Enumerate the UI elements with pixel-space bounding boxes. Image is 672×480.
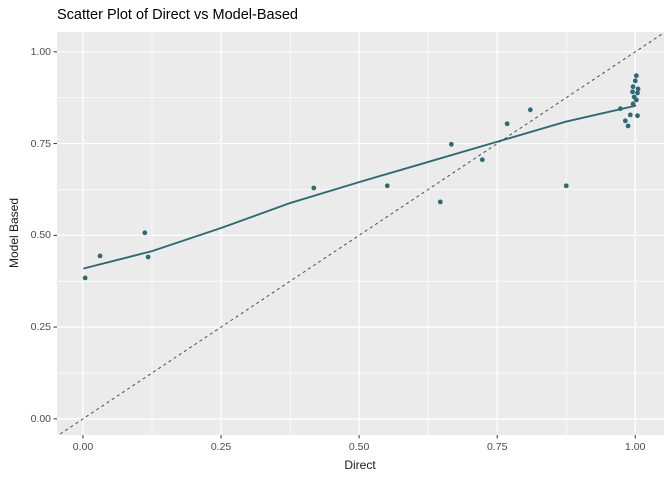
- data-point: [633, 73, 639, 79]
- x-axis-title: Direct: [344, 458, 376, 472]
- data-point: [635, 113, 640, 119]
- data-point: [630, 84, 636, 90]
- data-point: [635, 90, 640, 96]
- x-tick-label: 0.25: [210, 441, 232, 453]
- y-tick-label: 0.75: [30, 137, 51, 150]
- y-tick-label: 0.50: [30, 229, 51, 242]
- x-tick-label: 1.00: [625, 441, 646, 453]
- data-point: [479, 157, 485, 163]
- x-tick-label: 0.00: [72, 441, 94, 453]
- data-point: [632, 78, 638, 84]
- data-point: [97, 253, 103, 259]
- y-tick-label: 0.25: [30, 321, 51, 334]
- data-point: [311, 185, 317, 191]
- data-point: [504, 121, 510, 127]
- data-point: [635, 86, 641, 92]
- data-point: [82, 275, 88, 281]
- data-point: [437, 199, 443, 205]
- regression-line: [83, 104, 637, 270]
- data-point: [625, 123, 631, 129]
- data-point: [563, 183, 569, 189]
- data-point: [627, 112, 633, 118]
- identity-reference-line: [57, 32, 664, 435]
- plot-panel: [57, 32, 664, 435]
- data-point: [145, 254, 151, 260]
- data-point: [622, 118, 628, 124]
- data-point: [630, 89, 635, 95]
- y-tick-label: 0.00: [30, 412, 51, 425]
- data-point: [448, 141, 454, 147]
- x-tick-label: 0.50: [348, 441, 370, 453]
- y-tick-label: 1.00: [30, 45, 51, 58]
- data-point: [617, 106, 623, 112]
- data-point: [384, 183, 390, 189]
- chart-title: Scatter Plot of Direct vs Model-Based: [57, 7, 298, 23]
- data-point: [633, 97, 639, 103]
- data-point: [527, 107, 533, 113]
- x-tick-label: 0.75: [486, 441, 508, 453]
- data-point: [630, 101, 636, 107]
- data-point: [142, 230, 148, 236]
